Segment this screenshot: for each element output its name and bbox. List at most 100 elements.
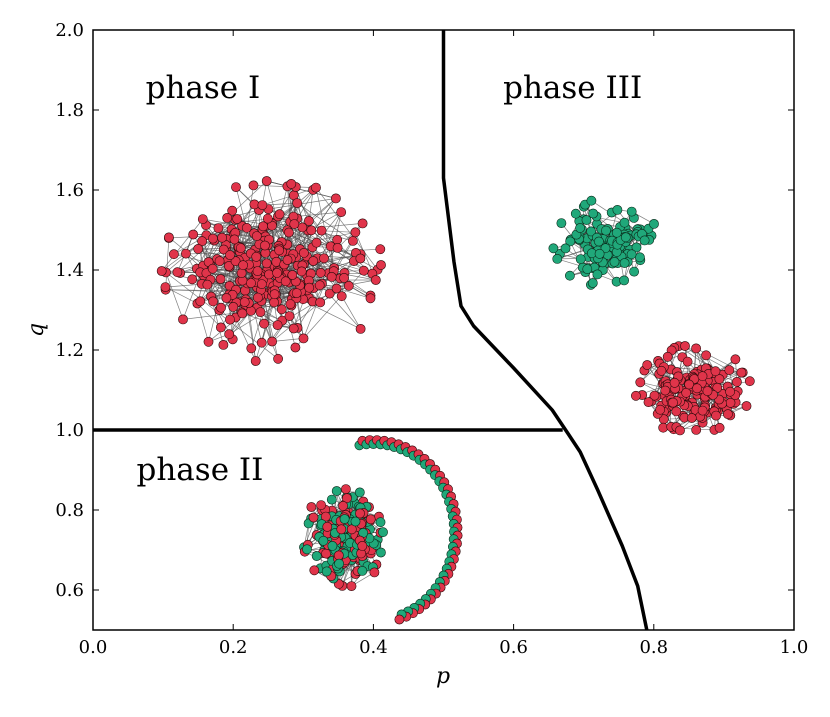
red-node — [263, 214, 272, 223]
red-node — [366, 515, 375, 524]
red-node — [188, 275, 197, 284]
red-node — [631, 391, 640, 400]
red-node — [252, 252, 261, 261]
red-node — [215, 257, 224, 266]
red-node — [322, 549, 331, 558]
red-node — [395, 615, 404, 624]
green-node — [358, 566, 367, 575]
network-insets — [157, 176, 754, 624]
red-node — [189, 230, 198, 239]
red-node — [307, 226, 316, 235]
red-node — [287, 179, 296, 188]
green-node — [302, 545, 311, 554]
red-node — [304, 216, 313, 225]
red-node — [309, 513, 318, 522]
green-node — [332, 486, 341, 495]
red-node — [692, 344, 701, 353]
red-node — [643, 360, 652, 369]
red-node — [316, 268, 325, 277]
red-node — [376, 245, 385, 254]
red-node — [745, 377, 754, 386]
red-node — [252, 232, 261, 241]
red-node — [344, 281, 353, 290]
red-node — [239, 261, 248, 270]
red-node — [273, 321, 282, 330]
red-node — [157, 266, 166, 275]
y-tick-label: 1.0 — [55, 420, 84, 441]
green-node — [565, 271, 574, 280]
red-node — [356, 324, 365, 333]
green-node — [571, 209, 580, 218]
green-node — [588, 278, 597, 287]
red-node — [366, 294, 375, 303]
red-node — [237, 269, 246, 278]
red-node — [672, 407, 681, 416]
red-node — [247, 344, 256, 353]
red-node — [358, 219, 367, 228]
red-node — [283, 255, 292, 264]
green-node — [627, 207, 636, 216]
red-node — [725, 366, 734, 375]
red-node — [348, 236, 357, 245]
green-node — [582, 215, 591, 224]
x-axis-label: p — [436, 664, 450, 689]
red-node — [359, 266, 368, 275]
red-node — [698, 406, 707, 415]
green-node — [335, 559, 344, 568]
red-node — [293, 199, 302, 208]
phase-iii-green-network — [549, 196, 659, 289]
red-node — [284, 228, 293, 237]
red-node — [311, 183, 320, 192]
phase-ii-label: phase II — [137, 452, 264, 488]
green-node — [635, 253, 644, 262]
green-node — [620, 218, 629, 227]
green-node — [593, 270, 602, 279]
red-node — [262, 259, 271, 268]
red-node — [242, 223, 251, 232]
red-node — [209, 297, 218, 306]
red-node — [260, 319, 269, 328]
red-node — [731, 355, 740, 364]
green-node — [553, 254, 562, 263]
red-node — [262, 176, 271, 185]
green-node — [328, 541, 337, 550]
red-node — [309, 256, 318, 265]
red-node — [331, 194, 340, 203]
red-node — [726, 387, 735, 396]
red-node — [268, 337, 277, 346]
green-node — [612, 228, 621, 237]
phase-iii-red-network — [631, 341, 754, 435]
green-node — [312, 551, 321, 560]
red-node — [334, 551, 343, 560]
red-node — [231, 183, 240, 192]
red-node — [290, 220, 299, 229]
red-node — [299, 334, 308, 343]
green-node — [601, 226, 610, 235]
red-node — [698, 372, 707, 381]
y-tick-label: 1.6 — [55, 180, 84, 201]
red-node — [663, 352, 672, 361]
red-node — [216, 274, 225, 283]
red-node — [236, 244, 245, 253]
y-tick-label: 1.2 — [55, 340, 84, 361]
red-node — [286, 300, 295, 309]
green-node — [355, 488, 364, 497]
green-node — [610, 257, 619, 266]
red-node — [291, 343, 300, 352]
red-node — [238, 309, 247, 318]
red-node — [246, 279, 255, 288]
red-node — [161, 283, 170, 292]
red-node — [194, 244, 203, 253]
red-node — [256, 308, 265, 317]
green-node — [640, 236, 649, 245]
green-node — [587, 196, 596, 205]
red-node — [233, 214, 242, 223]
x-tick-label: 1.0 — [780, 637, 809, 658]
red-node — [317, 501, 326, 510]
red-node — [225, 315, 234, 324]
network-edge — [166, 272, 183, 319]
red-node — [675, 426, 684, 435]
green-node — [621, 233, 630, 242]
red-node — [216, 303, 225, 312]
